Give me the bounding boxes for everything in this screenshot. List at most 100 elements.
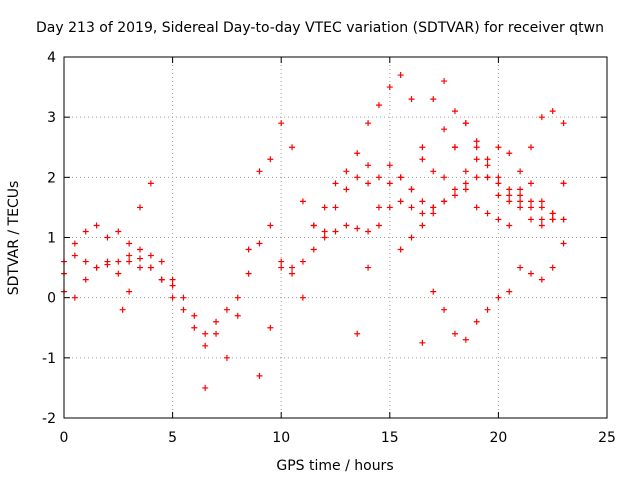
data-point	[115, 270, 122, 277]
data-point	[386, 204, 393, 211]
data-point	[126, 240, 133, 247]
data-point	[506, 192, 513, 199]
data-point	[256, 168, 263, 175]
data-point	[267, 156, 274, 163]
data-point	[180, 306, 187, 313]
y-axis-ticks: -2 -1 0 1 2 3 4	[42, 50, 607, 427]
data-point	[538, 204, 545, 211]
data-point	[419, 156, 426, 163]
data-point	[538, 198, 545, 205]
data-points	[61, 72, 567, 391]
data-point	[223, 354, 230, 361]
data-point	[549, 210, 556, 217]
data-point	[289, 264, 296, 271]
data-point	[343, 222, 350, 229]
data-point	[223, 306, 230, 313]
data-point	[419, 198, 426, 205]
data-point	[386, 180, 393, 187]
data-point	[495, 192, 502, 199]
data-point	[560, 240, 567, 247]
data-point	[495, 180, 502, 187]
data-point	[408, 96, 415, 103]
data-point	[451, 186, 458, 193]
data-point	[506, 222, 513, 229]
data-point	[289, 270, 296, 277]
data-series	[299, 150, 567, 301]
data-point	[354, 174, 361, 181]
data-point	[332, 204, 339, 211]
data-series	[119, 252, 209, 349]
data-point	[267, 222, 274, 229]
y-tick-label: 1	[47, 231, 56, 247]
data-point	[473, 144, 480, 151]
data-point	[115, 228, 122, 235]
y-tick-label: 0	[47, 291, 56, 307]
data-point	[430, 168, 437, 175]
y-tick-label: 2	[47, 170, 56, 186]
data-point	[332, 228, 339, 235]
x-axis-label: GPS time / hours	[276, 458, 393, 474]
data-point	[365, 228, 372, 235]
data-point	[147, 252, 154, 259]
data-point	[397, 72, 404, 79]
data-point	[397, 174, 404, 181]
data-point	[517, 168, 524, 175]
data-point	[299, 258, 306, 265]
data-point	[256, 372, 263, 379]
data-point	[517, 186, 524, 193]
data-series	[256, 174, 372, 379]
data-point	[473, 138, 480, 145]
data-point	[430, 210, 437, 217]
data-point	[278, 264, 285, 271]
data-point	[506, 150, 513, 157]
data-point	[82, 258, 89, 265]
data-point	[495, 294, 502, 301]
data-series	[517, 240, 567, 283]
data-point	[484, 156, 491, 163]
data-point	[191, 312, 198, 319]
data-point	[158, 258, 165, 265]
data-point	[93, 264, 100, 271]
data-point	[234, 312, 241, 319]
data-point	[365, 162, 372, 169]
data-point	[278, 120, 285, 127]
data-point	[506, 186, 513, 193]
data-point	[234, 294, 241, 301]
data-point	[354, 330, 361, 337]
data-point	[397, 246, 404, 253]
data-point	[119, 306, 126, 313]
data-point	[299, 198, 306, 205]
data-point	[484, 174, 491, 181]
data-point	[289, 144, 296, 151]
data-point	[321, 204, 328, 211]
plot-border	[63, 56, 608, 419]
data-point	[202, 330, 209, 337]
data-point	[321, 228, 328, 235]
data-point	[321, 234, 328, 241]
data-point	[354, 150, 361, 157]
y-tick-label: 3	[47, 110, 56, 126]
data-point	[375, 102, 382, 109]
data-point	[93, 222, 100, 229]
data-point	[147, 264, 154, 271]
data-point	[495, 144, 502, 151]
data-point	[158, 276, 165, 283]
data-point	[430, 96, 437, 103]
data-point	[517, 264, 524, 271]
data-point	[517, 198, 524, 205]
chart-title: Day 213 of 2019, Sidereal Day-to-day VTE…	[36, 20, 604, 36]
data-point	[408, 234, 415, 241]
data-point	[137, 255, 144, 262]
data-series	[354, 72, 567, 337]
data-point	[451, 330, 458, 337]
data-point	[180, 294, 187, 301]
y-axis-label: SDTVAR / TECUs	[6, 181, 22, 296]
y-tick-label: -1	[42, 351, 56, 367]
data-point	[71, 252, 78, 259]
data-point	[278, 258, 285, 265]
data-point	[462, 186, 469, 193]
data-point	[484, 306, 491, 313]
data-point	[473, 318, 480, 325]
data-point	[256, 240, 263, 247]
